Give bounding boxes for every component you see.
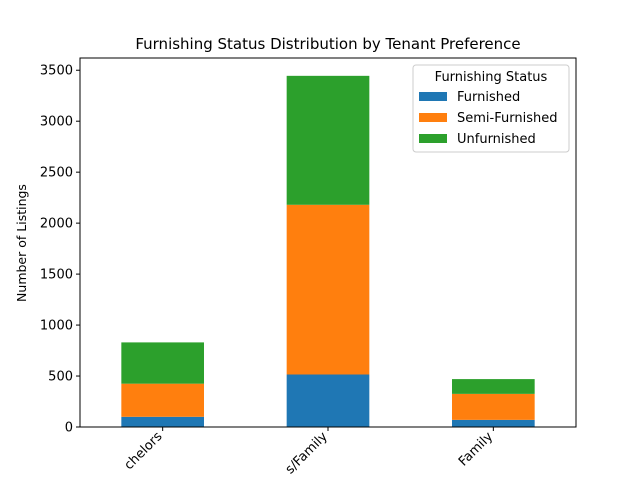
legend-entry: Semi-Furnished [457,111,557,126]
legend-title: Furnishing Status [435,70,548,85]
bar-furnished-1 [121,416,204,427]
bar-semi-furnished-2 [286,204,370,375]
chart-title: Furnishing Status Distribution by Tenant… [135,35,520,53]
legend-swatch [419,113,447,122]
x-tick-label: chelors [122,429,166,473]
bar-furnished-3 [452,419,535,427]
bar-unfurnished-3 [452,379,535,394]
x-tick-label: s/Family [283,429,331,477]
bar-semi-furnished-3 [452,393,535,420]
y-axis-ticks: 0 500 1000 1500 2000 2500 3000 3500 [40,64,80,436]
legend-entry: Furnished [457,90,520,105]
y-tick-label: 1500 [40,268,73,283]
legend: Furnishing Status Furnished Semi-Furnishe… [412,64,570,153]
y-tick-label: 3000 [40,115,73,130]
y-axis-label: Number of Listings [14,184,29,302]
y-tick-label: 500 [48,370,73,385]
bar-semi-furnished-1 [121,383,204,417]
legend-swatch [419,134,447,143]
plot-frame [79,57,577,428]
y-tick-label: 0 [65,421,73,436]
bar-unfurnished-1 [121,342,204,384]
y-tick-label: 1000 [40,319,73,334]
legend-entry: Unfurnished [457,132,536,147]
legend-swatch [419,92,447,101]
bar-furnished-2 [286,374,370,427]
legend-box [412,64,570,153]
x-axis-ticks: chelors s/Family Family [122,427,496,477]
bars-group [121,75,535,427]
y-tick-label: 3500 [40,64,73,79]
bar-unfurnished-2 [286,75,370,205]
y-tick-label: 2500 [40,166,73,181]
y-tick-label: 2000 [40,217,73,232]
x-tick-label: Family [456,429,496,469]
